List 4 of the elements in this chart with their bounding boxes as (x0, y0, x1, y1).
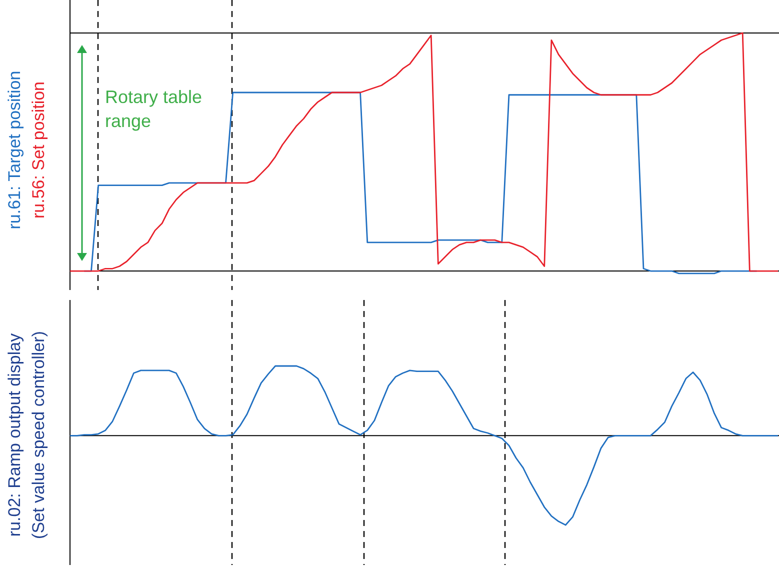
annotation: Rotary table range (105, 87, 202, 131)
y-axis-title: ru.02: Ramp output display (Set value speed controller) (5, 331, 48, 539)
text: ru.56: Set position (29, 81, 48, 219)
text: ru.61: Target position (5, 70, 24, 230)
